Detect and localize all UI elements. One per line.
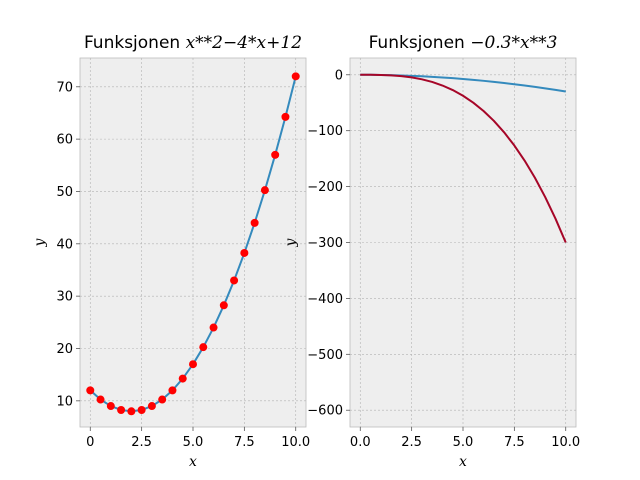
x-tick-label-right: 0.0 <box>350 435 371 450</box>
y-tick-label-left: 40 <box>56 237 73 252</box>
data-point-left <box>230 276 239 285</box>
chart-title-right-prefix: Funksjonen <box>369 33 471 53</box>
y-tick-label-left: 70 <box>56 80 73 95</box>
x-tick-label-left: 0 <box>86 435 94 450</box>
series-line-right-1 <box>360 73 567 243</box>
y-tick-label-left: 30 <box>56 290 73 305</box>
data-point-left <box>106 402 115 411</box>
y-tick-label-right: −500 <box>307 348 343 363</box>
data-point-left <box>137 405 146 414</box>
x-tick-label-left: 2.5 <box>131 435 152 450</box>
x-axis-label-left: x <box>189 454 197 470</box>
subplot-left: 0 2.5 5.0 7.5 10.0 10 20 30 40 50 60 70 Funksjonen … <box>32 33 310 470</box>
data-point-left <box>86 386 95 395</box>
data-point-left <box>147 402 156 411</box>
x-tick-label-right: 2.5 <box>401 435 422 450</box>
y-axis-label-left: y <box>32 237 48 247</box>
x-axis-label-right: x <box>459 454 467 470</box>
y-tick-label-left: 20 <box>56 342 73 357</box>
chart-title-left: Funksjonen x**2−4*x+12 <box>84 33 302 53</box>
subplot-right: 0.0 2.5 5.0 7.5 10.0 0 −100 −200 −300 −400 −500 −60… <box>283 33 580 470</box>
y-tick-label-left: 10 <box>56 394 73 409</box>
y-tick-label-right: −100 <box>307 124 343 139</box>
data-point-left <box>291 72 300 81</box>
y-tick-label-right: −400 <box>307 292 343 307</box>
x-tick-label-left: 7.5 <box>234 435 255 450</box>
data-point-left <box>158 395 167 404</box>
y-tick-label-right: −200 <box>307 180 343 195</box>
data-point-left <box>271 150 280 159</box>
y-tick-label-right: 0 <box>335 68 343 83</box>
data-point-left <box>96 395 105 404</box>
data-point-left <box>127 407 136 416</box>
data-point-left <box>209 323 218 332</box>
x-tick-label-left: 10.0 <box>281 435 310 450</box>
chart-title-left-prefix: Funksjonen <box>84 33 186 53</box>
x-tick-label-left: 5.0 <box>183 435 204 450</box>
chart-title-left-formula: x**2−4*x+12 <box>186 33 302 53</box>
y-axis-label-right: y <box>283 237 299 247</box>
chart-title-right: Funksjonen −0.3*x**3 <box>369 33 558 53</box>
data-right <box>360 73 567 243</box>
x-tick-label-right: 10.0 <box>551 435 580 450</box>
data-point-left <box>117 405 126 414</box>
ticks-right: 0.0 2.5 5.0 7.5 10.0 0 −100 −200 −300 −400 −500 −60… <box>307 68 580 450</box>
x-tick-label-right: 7.5 <box>504 435 525 450</box>
data-point-left <box>250 218 259 227</box>
data-point-left <box>281 112 290 121</box>
y-tick-label-left: 50 <box>56 185 73 200</box>
y-tick-label-left: 60 <box>56 133 73 148</box>
chart-title-right-formula: −0.3*x**3 <box>470 33 557 53</box>
data-left <box>86 72 300 416</box>
y-tick-label-right: −600 <box>307 404 343 419</box>
data-point-left <box>189 360 197 369</box>
data-point-left <box>168 386 177 395</box>
x-tick-label-right: 5.0 <box>453 435 474 450</box>
data-point-left <box>240 248 249 257</box>
y-tick-label-right: −300 <box>307 236 343 251</box>
ticks-left: 0 2.5 5.0 7.5 10.0 10 20 30 40 50 60 70 <box>56 80 310 450</box>
data-point-left <box>178 374 187 383</box>
data-point-left <box>219 301 228 310</box>
data-point-left <box>260 186 269 195</box>
data-point-left <box>199 343 208 352</box>
